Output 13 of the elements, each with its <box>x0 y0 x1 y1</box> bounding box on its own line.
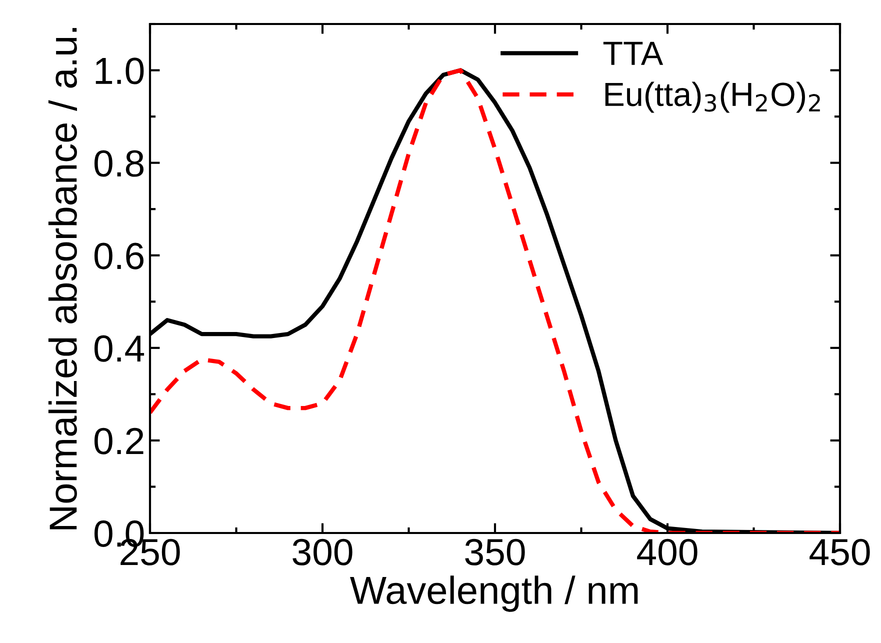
y-tick-label: 0.8 <box>94 150 144 177</box>
legend-label: TTA <box>603 42 664 65</box>
y-tick-label: 0.2 <box>94 428 144 454</box>
x-tick-label: 350 <box>465 538 525 566</box>
x-tick-label: 300 <box>292 538 352 566</box>
x-tick-label: 450 <box>810 538 870 566</box>
x-axis-title: Wavelength / nm <box>350 576 638 612</box>
x-tick-label: 400 <box>637 538 698 566</box>
y-tick-label: 0.6 <box>94 242 144 270</box>
y-axis-title: Normalized absorbance / a.u. <box>48 28 77 530</box>
legend-label: Eu(tta)$_{3}$(H$_{2}$O)$_{2}$ <box>605 82 820 113</box>
y-tick-label: 0.4 <box>94 335 144 362</box>
y-tick-label: 1.0 <box>96 58 144 84</box>
